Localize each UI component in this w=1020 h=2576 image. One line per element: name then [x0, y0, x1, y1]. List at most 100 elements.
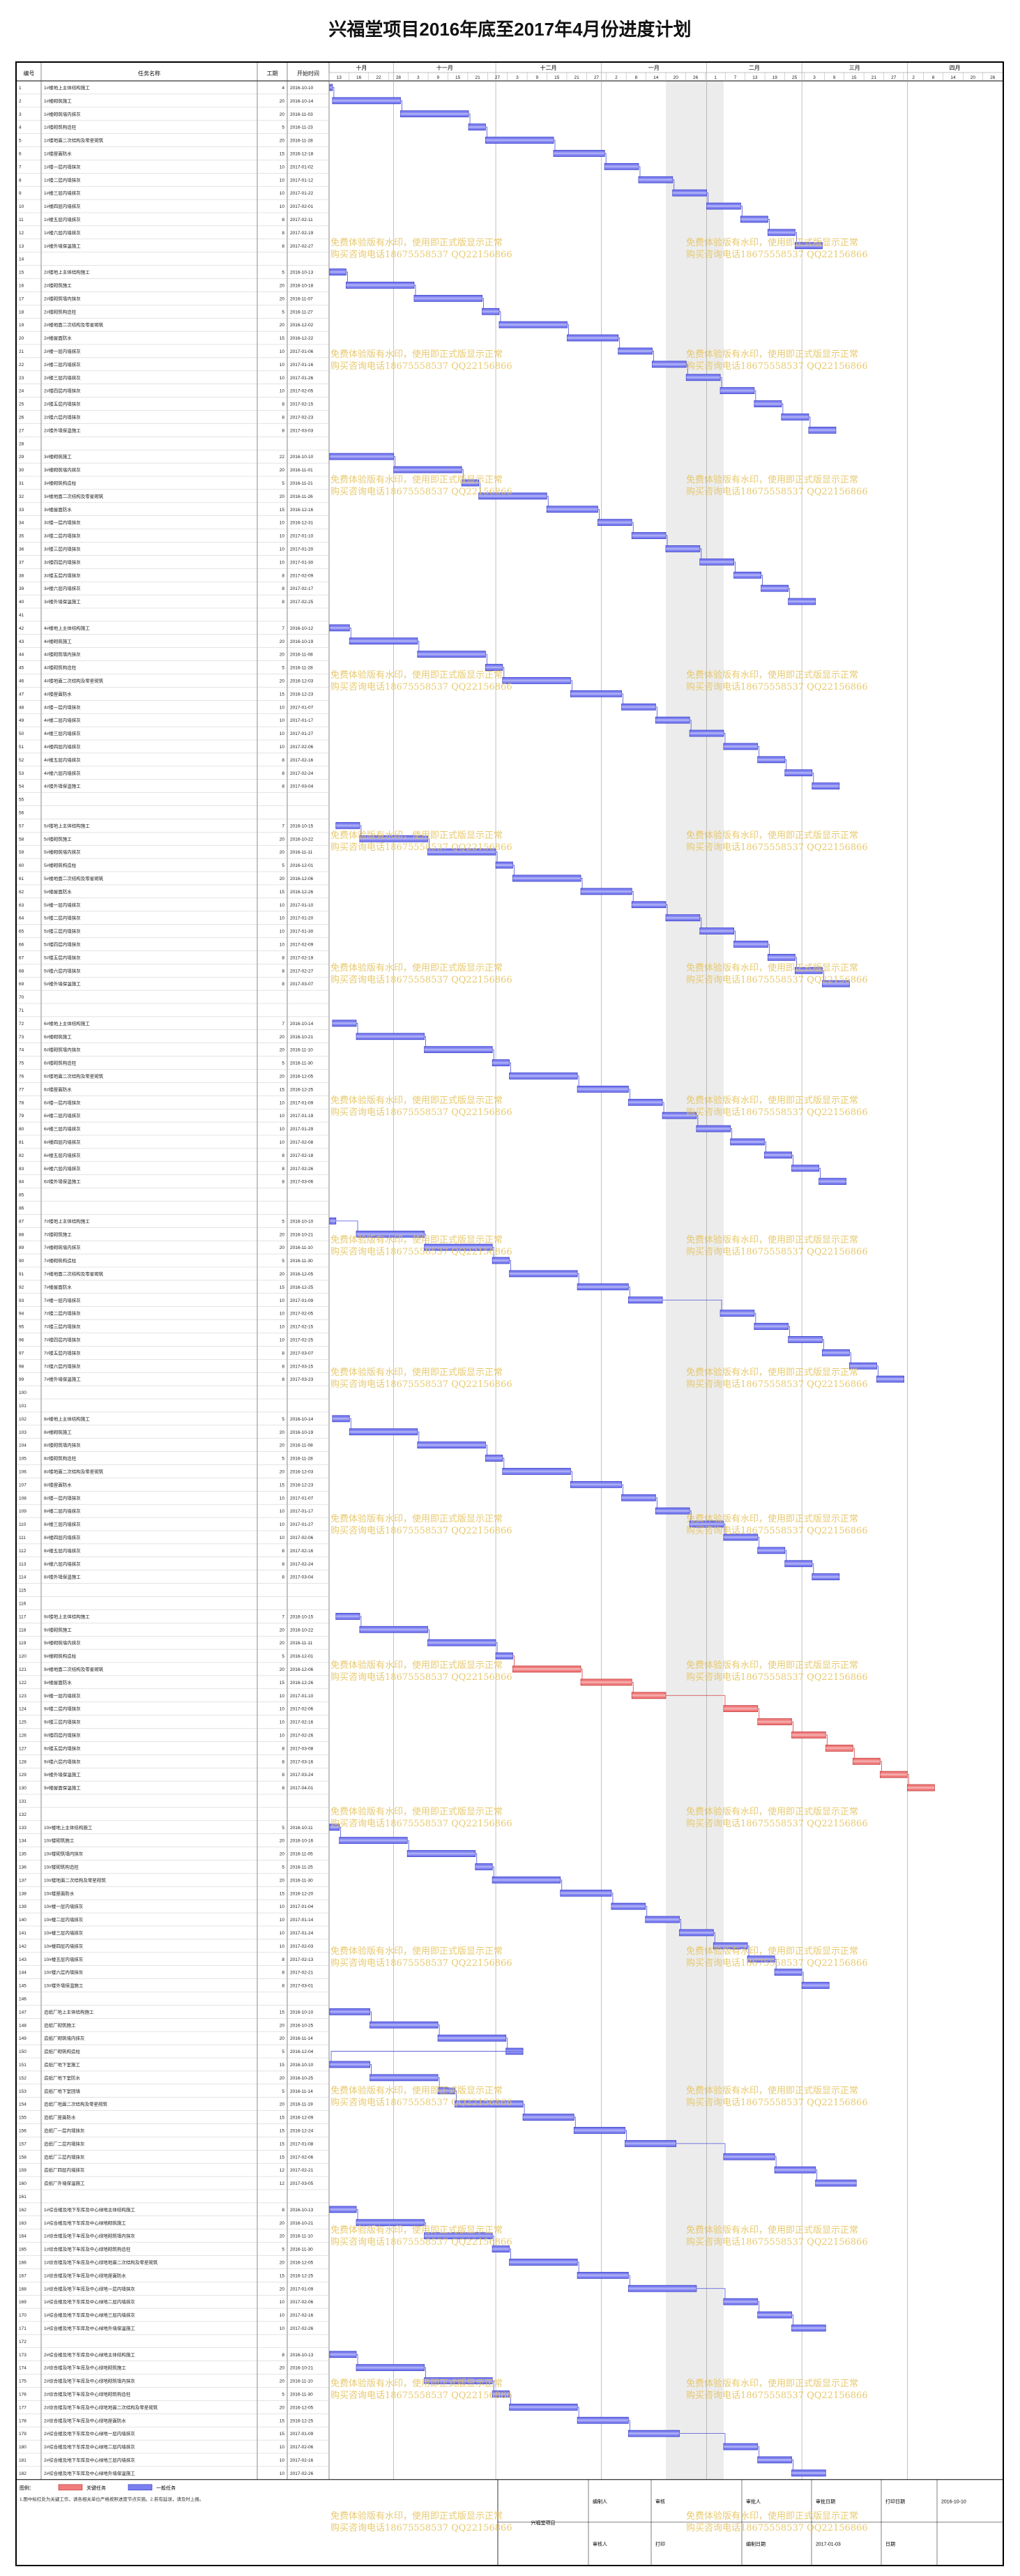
row-id: 8 [19, 178, 22, 183]
row-duration: 15 [280, 2142, 285, 2146]
row-duration: 10 [280, 1325, 285, 1330]
row-id: 26 [19, 416, 24, 421]
task-bar-highlight [754, 402, 782, 405]
row-task-name: 1#楼砌筑墙内抹灰 [44, 111, 81, 117]
row-id: 156 [19, 2129, 26, 2134]
row-start-date: 2016-11-08 [290, 1444, 313, 1448]
row-id: 117 [19, 1614, 26, 1619]
task-link [604, 153, 607, 164]
watermark-line-1: 免费体验版有水印，使用即正式版显示正常 [330, 349, 503, 360]
row-id: 44 [19, 653, 24, 658]
task-bar-highlight [496, 864, 513, 867]
task-bar-highlight [672, 192, 707, 195]
row-duration: 20 [280, 112, 285, 117]
row-duration: 10 [280, 916, 285, 921]
signoff-cell: 2017-01-03 [816, 2542, 841, 2547]
day-tick-label: 21 [871, 75, 877, 80]
watermark-line-2: 购买咨询电话18675558537 QQ22156866 [330, 1526, 512, 1536]
task-link [512, 865, 515, 875]
task-link [424, 1234, 427, 1245]
row-task-name: 5#楼二层内墙抹灰 [44, 915, 81, 921]
task-bar-highlight [625, 2142, 676, 2145]
row-id: 78 [19, 1100, 24, 1105]
row-task-name: 5#楼屋面防水 [44, 888, 72, 895]
task-bar-highlight [330, 455, 394, 458]
row-start-date: 2016-12-06 [290, 1667, 314, 1672]
watermark-line-2: 购买咨询电话18675558537 QQ22156866 [330, 2523, 512, 2533]
row-start-date: 2016-11-10 [290, 1245, 313, 1250]
task-bar-highlight [509, 1075, 578, 1077]
row-duration: 20 [280, 2405, 285, 2410]
month-label: 四月 [950, 65, 961, 71]
task-bar-highlight [332, 99, 401, 102]
row-start-date: 2017-02-06 [290, 745, 314, 750]
row-task-name: 2#楼地面二次结构及零星砌筑 [44, 321, 104, 328]
signoff-cell: 日期 [885, 2541, 895, 2547]
watermark-right: 免费体验版有水印，使用即正式版显示正常 购买咨询电话18675558537 QQ2… [686, 1234, 868, 1258]
day-tick-label: 15 [455, 75, 461, 80]
task-link [567, 324, 569, 335]
row-id: 178 [19, 2418, 26, 2423]
task-link [485, 653, 487, 665]
row-id: 163 [19, 2221, 26, 2226]
task-link [690, 1510, 692, 1522]
day-tick-label: 21 [475, 75, 480, 80]
row-duration: 10 [280, 1140, 285, 1145]
row-task-name: 8#楼四层内墙抹灰 [44, 1534, 81, 1540]
task-bar-highlight [335, 1615, 360, 1618]
row-id: 103 [19, 1430, 26, 1435]
day-tick-label: 9 [436, 75, 439, 80]
task-bar-highlight [330, 271, 347, 273]
row-start-date: 2017-02-23 [290, 416, 314, 421]
row-task-name: 9#楼一层内墙抹灰 [44, 1692, 81, 1699]
row-id: 159 [19, 2168, 26, 2173]
row-id: 38 [19, 573, 24, 578]
row-start-date: 2016-11-10 [290, 2379, 313, 2384]
row-task-name: 7#楼四层内墙抹灰 [44, 1337, 81, 1343]
row-id: 22 [19, 363, 24, 368]
row-start-date: 2016-10-10 [290, 455, 314, 460]
task-bar-highlight [808, 429, 836, 432]
watermark-left: 免费体验版有水印，使用即正式版显示正常 购买咨询电话18675558537 QQ2… [330, 2225, 512, 2248]
task-link [628, 2420, 630, 2431]
row-task-name: 6#楼外墙保温施工 [44, 1179, 81, 1185]
row-duration: 20 [280, 1430, 285, 1435]
task-link [791, 1154, 793, 1165]
watermark-line-1: 免费体验版有水印，使用即正式版显示正常 [686, 475, 859, 485]
task-link [713, 1932, 715, 1943]
task-bar-highlight [628, 1101, 663, 1104]
day-tick-label: 13 [752, 75, 758, 80]
watermark-line-1: 免费体验版有水印，使用即正式版显示正常 [330, 670, 503, 681]
row-id: 110 [19, 1522, 26, 1527]
row-id: 29 [19, 455, 24, 460]
row-duration: 8 [282, 1746, 284, 1751]
task-bar [822, 1349, 850, 1356]
watermark-left: 免费体验版有水印，使用即正式版显示正常 购买咨询电话18675558537 QQ2… [330, 1095, 512, 1119]
row-duration: 15 [280, 2129, 285, 2134]
task-bar-highlight [628, 2287, 697, 2290]
watermark-left: 免费体验版有水印，使用即正式版显示正常 购买咨询电话18675558537 QQ2… [330, 349, 512, 372]
row-id: 40 [19, 600, 24, 605]
task-bar-highlight [356, 2366, 425, 2369]
task-link [733, 930, 736, 941]
task-link [502, 1457, 505, 1469]
row-id: 155 [19, 2116, 26, 2121]
row-id: 97 [19, 1351, 24, 1356]
task-bar-highlight [509, 1272, 578, 1275]
row-duration: 10 [280, 1720, 285, 1725]
task-bar-highlight [581, 1681, 632, 1683]
task-link [625, 2130, 627, 2141]
row-duration: 20 [280, 468, 285, 473]
row-task-name: 9#楼地上主体结构施工 [44, 1613, 90, 1619]
task-bar-highlight [880, 1773, 908, 1776]
task-bar-highlight [849, 1365, 877, 1367]
legend-label: 图例： [20, 2485, 34, 2491]
row-duration: 5 [282, 1259, 284, 1264]
signoff-cell: 打印 [655, 2540, 665, 2547]
row-duration: 8 [282, 1377, 284, 1382]
row-duration: 15 [280, 1681, 285, 1685]
row-start-date: 2016-10-19 [290, 639, 314, 644]
row-id: 37 [19, 560, 24, 565]
row-id: 45 [19, 666, 24, 671]
row-duration: 5 [282, 126, 284, 130]
